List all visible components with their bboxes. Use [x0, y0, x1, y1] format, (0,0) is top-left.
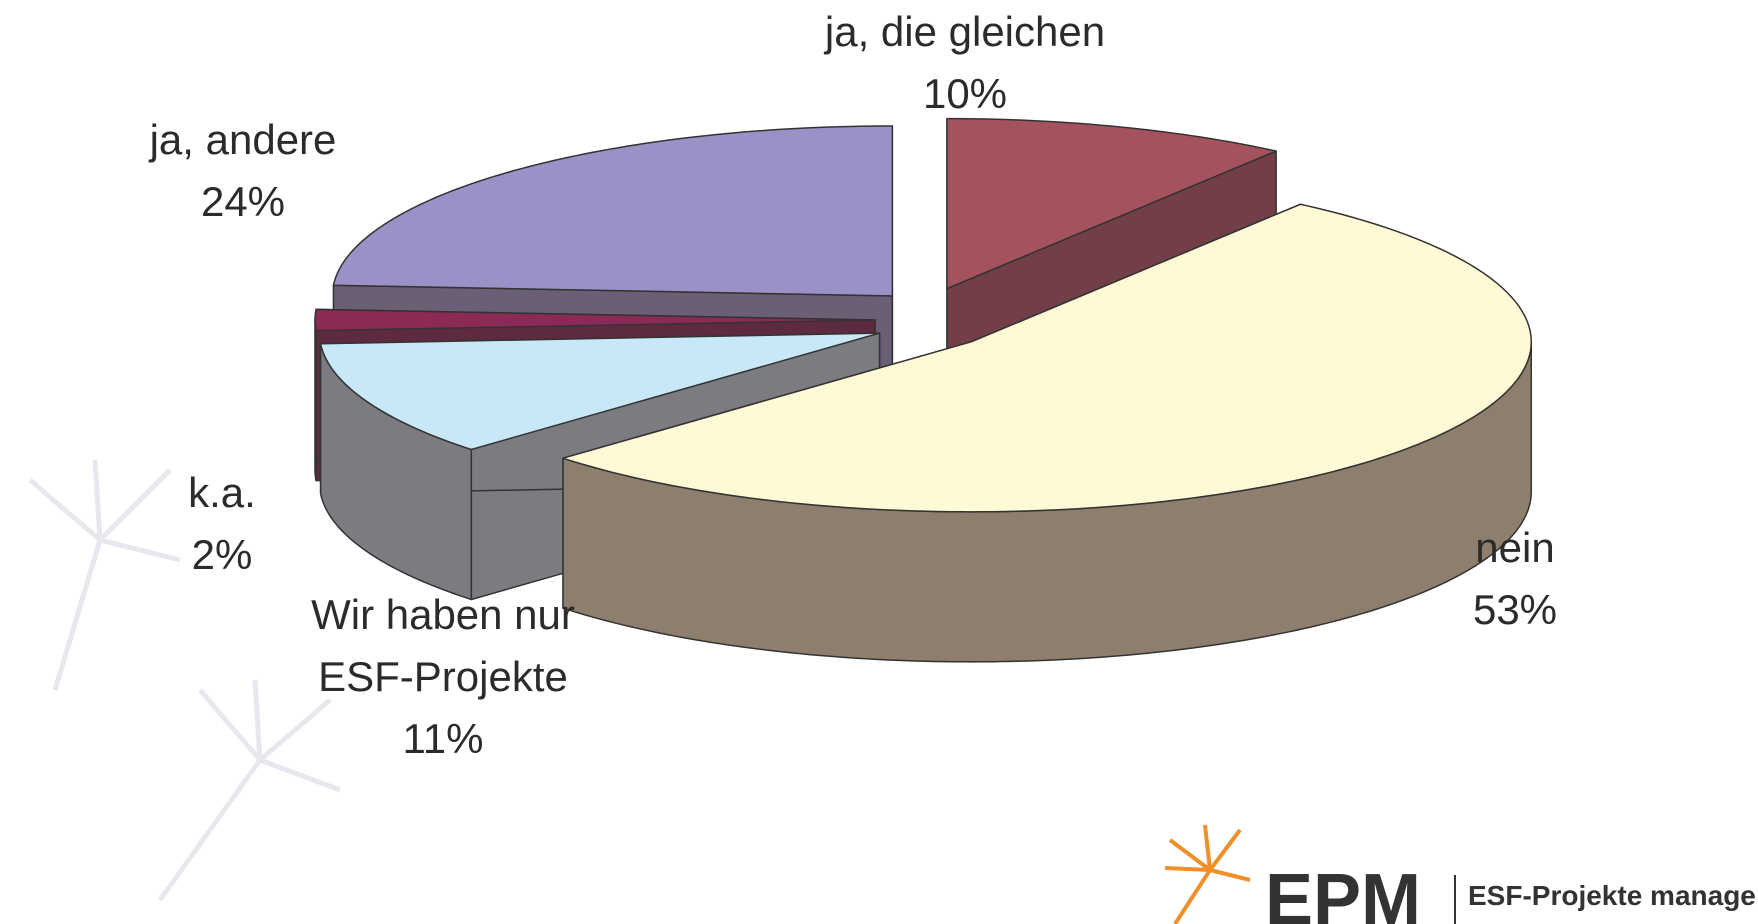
value-label: 10% — [923, 70, 1007, 117]
slice — [333, 126, 892, 296]
value-label: 53% — [1473, 586, 1557, 633]
label-line: Wir haben nur — [311, 591, 575, 638]
pie — [315, 119, 1531, 662]
logo-abbr: EPM — [1265, 860, 1421, 924]
value-label: 11% — [403, 715, 484, 762]
page: EPM ESF-Projekte manage ja, die gleichen… — [0, 0, 1758, 924]
slice-label: ja, andere — [148, 116, 337, 163]
chart: EPM ESF-Projekte manage ja, die gleichen… — [0, 0, 1758, 924]
value-label: 2% — [192, 531, 253, 578]
logo-text: ESF-Projekte manage — [1468, 880, 1756, 911]
slice-label: Wir haben nur ESF-Projekte — [311, 591, 575, 700]
logo: EPM ESF-Projekte manage — [1165, 825, 1756, 924]
value-label: 24% — [201, 178, 285, 225]
slice-label: nein — [1475, 524, 1554, 571]
slice-rim — [315, 320, 316, 481]
watermark — [30, 460, 340, 900]
slice-label: k.a. — [188, 469, 256, 516]
label-line: ESF-Projekte — [318, 653, 568, 700]
slice-label: ja, die gleichen — [823, 8, 1105, 55]
